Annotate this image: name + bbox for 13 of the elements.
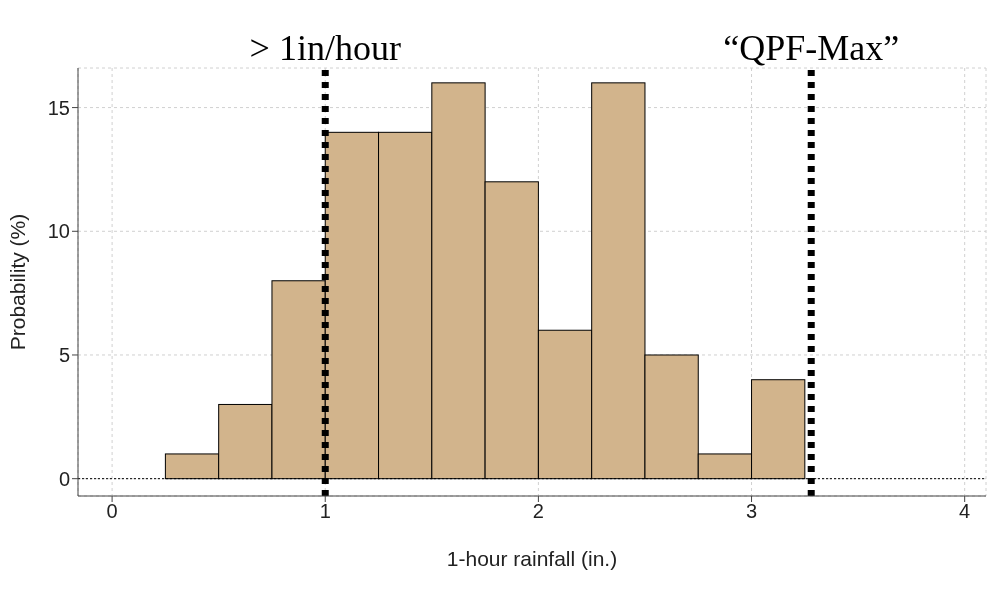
y-tick-label: 10 (47, 220, 70, 243)
x-tick-label: 4 (959, 500, 971, 523)
y-axis-title: Probability (%) (6, 213, 30, 351)
y-tick-label: 15 (47, 96, 70, 119)
x-axis-title: 1-hour rainfall (in.) (446, 547, 618, 570)
ref-line-label: > 1in/hour (249, 28, 401, 68)
ref-line-label: “QPF-Max” (723, 28, 900, 68)
x-tick-label: 3 (745, 500, 758, 523)
y-tick-label: 5 (58, 344, 70, 367)
x-tick-label: 0 (106, 500, 118, 523)
y-tick-label: 0 (58, 467, 70, 490)
x-tick-label: 2 (532, 500, 544, 523)
x-tick-label: 1 (319, 500, 331, 523)
